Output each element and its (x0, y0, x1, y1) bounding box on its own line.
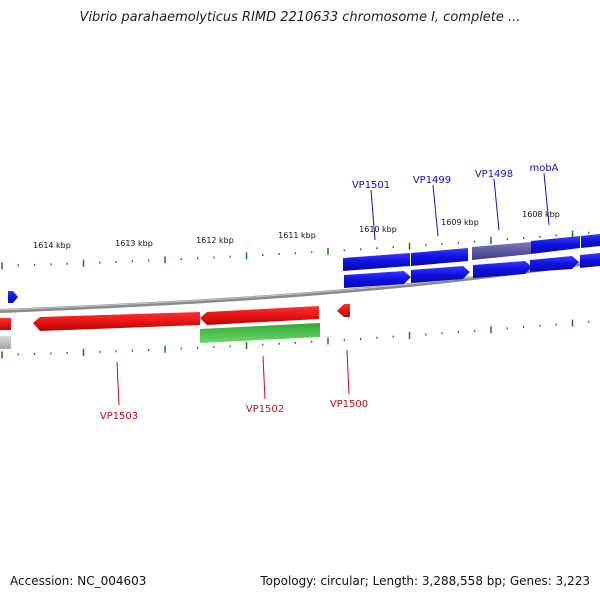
gene-label-line (116, 361, 120, 406)
gene-vp1503[interactable] (33, 312, 200, 331)
accession-text: Accession: NC_004603 (10, 574, 147, 588)
gene-vp1498[interactable] (472, 242, 531, 260)
gene-forward-arrow[interactable] (411, 266, 470, 283)
ruler-label: 1612 kbp (196, 236, 234, 245)
ruler-label: 1610 kbp (359, 225, 397, 234)
gene-rna-green[interactable] (200, 323, 320, 343)
genome-stats-text: Topology: circular; Length: 3,288,558 bp… (260, 574, 590, 588)
gene-forward-arrow[interactable] (473, 261, 532, 278)
gene-label-line (493, 178, 500, 231)
gene-label-vp1503[interactable]: VP1503 (100, 411, 138, 422)
gene-left-edge[interactable] (0, 318, 11, 330)
top-tick-track (1, 230, 590, 270)
ruler-label: 1614 kbp (33, 241, 71, 250)
gene-vp1499[interactable] (411, 248, 468, 266)
ruler-label: 1611 kbp (278, 231, 316, 240)
gene-label-line (432, 184, 439, 237)
gene-label-line (543, 172, 550, 226)
map-title: Vibrio parahaemolyticus RIMD 2210633 chr… (79, 10, 521, 25)
gene-label-vp1499[interactable]: VP1499 (413, 175, 451, 186)
gene-label-line (262, 355, 266, 400)
ruler-label: 1609 kbp (441, 218, 479, 227)
gene-label-vp1501[interactable]: VP1501 (352, 180, 390, 191)
gene-gray-left[interactable] (0, 336, 11, 349)
gene-label-vp1502[interactable]: VP1502 (246, 404, 284, 415)
gene-vp1501[interactable] (343, 253, 410, 271)
gene-label-vp1498[interactable]: VP1498 (475, 169, 513, 180)
gene-label-line (370, 189, 376, 241)
gene-moba[interactable] (531, 236, 580, 254)
gene-forward-arrow[interactable] (344, 271, 411, 288)
gene-vp1500[interactable] (337, 304, 350, 317)
bottom-tick-track (1, 319, 590, 359)
gene-vp1502[interactable] (200, 306, 319, 325)
gene-label-moba[interactable]: mobA (529, 163, 558, 174)
gene-label-line (346, 349, 350, 395)
ruler-label: 1613 kbp (115, 239, 153, 248)
ruler-label: 1608 kbp (522, 210, 560, 219)
gene-forward-arrow-small[interactable] (8, 291, 18, 303)
gene-forward-arrow[interactable] (530, 256, 579, 272)
gene-offscreen-right[interactable] (581, 234, 600, 248)
gene-offscreen-right[interactable] (580, 253, 600, 268)
gene-label-vp1500[interactable]: VP1500 (330, 399, 368, 410)
